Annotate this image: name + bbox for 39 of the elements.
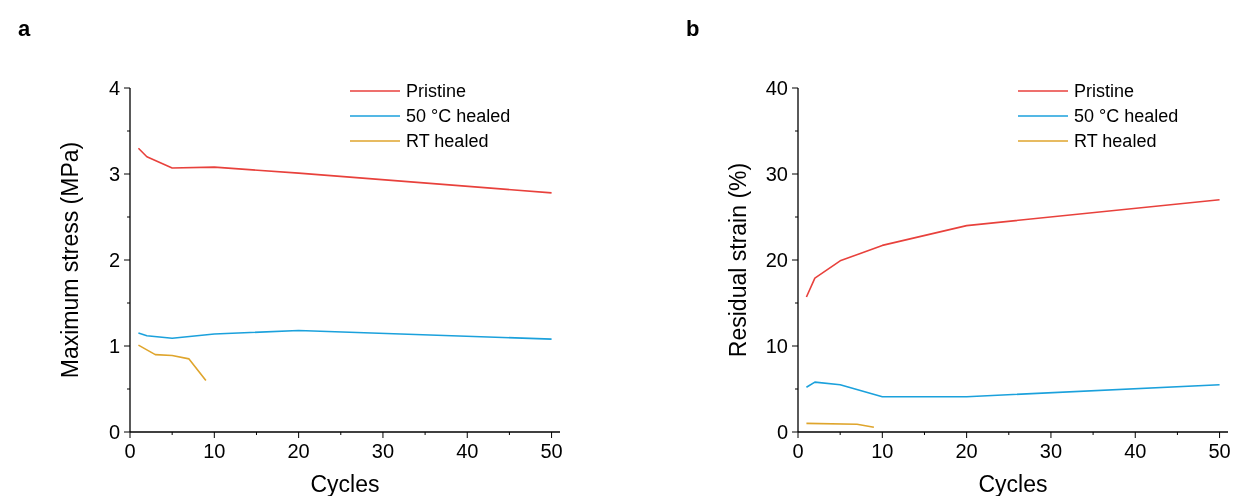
x-tick-label: 20	[287, 440, 310, 462]
x-tick-label: 40	[1124, 440, 1147, 462]
y-tick-label: 3	[108, 163, 120, 185]
y-tick-label: 20	[765, 249, 788, 271]
x-tick-label: 0	[124, 440, 136, 462]
legend-label: RT healed	[1074, 131, 1157, 151]
chart-title: a	[18, 16, 31, 41]
x-axis-title: Cycles	[978, 471, 1048, 497]
x-tick-label: 40	[456, 440, 479, 462]
legend-label: 50 °C healed	[1074, 106, 1179, 126]
y-axis-title: Maximum stress (MPa)	[57, 141, 83, 379]
line-series	[805, 381, 1221, 398]
legend-label: Pristine	[1074, 81, 1135, 101]
x-tick-label: 30	[371, 440, 395, 462]
y-tick-label: 0	[108, 421, 120, 443]
y-tick-label: 2	[108, 249, 120, 271]
line-series	[137, 329, 553, 340]
x-tick-label: 20	[955, 440, 978, 462]
legend-label: 50 °C healed	[406, 106, 511, 126]
y-tick-label: 1	[108, 335, 120, 357]
x-tick-label: 30	[1039, 440, 1063, 462]
x-tick-label: 50	[540, 440, 563, 462]
legend-label: RT healed	[406, 131, 489, 151]
x-tick-label: 10	[203, 440, 226, 462]
x-tick-label: 10	[871, 440, 894, 462]
y-tick-label: 30	[765, 163, 788, 185]
line-series	[805, 199, 1221, 298]
x-axis-title: Cycles	[310, 471, 380, 497]
chart-title: b	[686, 16, 700, 41]
y-tick-label: 10	[765, 335, 788, 357]
y-tick-label: 4	[108, 77, 120, 99]
x-tick-label: 0	[792, 440, 804, 462]
legend-label: Pristine	[406, 81, 467, 101]
line-series	[137, 147, 553, 194]
y-tick-label: 40	[765, 77, 788, 99]
y-tick-label: 0	[776, 421, 788, 443]
line-series	[137, 344, 207, 382]
y-axis-title: Residual strain (%)	[725, 162, 751, 358]
x-tick-label: 50	[1208, 440, 1231, 462]
